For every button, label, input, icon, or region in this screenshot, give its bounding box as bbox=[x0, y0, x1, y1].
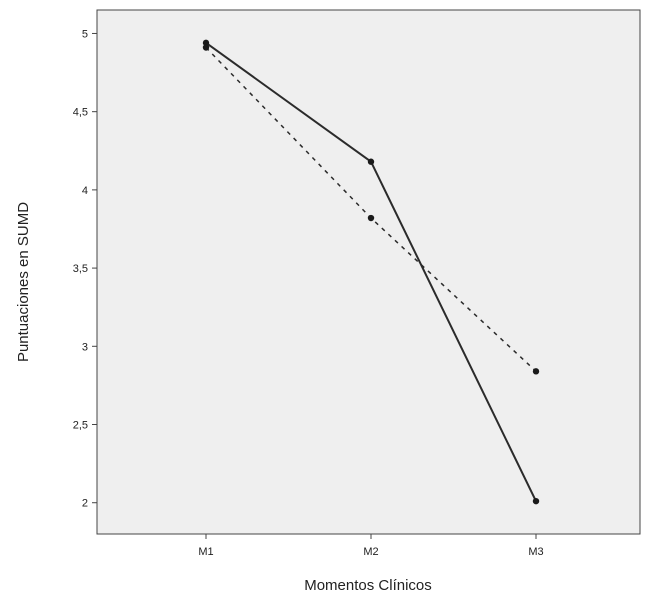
y-tick-label: 4 bbox=[82, 185, 88, 197]
data-point bbox=[532, 497, 540, 505]
y-axis: 2 2,5 3 3,5 4 4,5 5 bbox=[73, 10, 98, 534]
x-axis-title: Momentos Clínicos bbox=[304, 577, 432, 594]
y-tick-label: 2 bbox=[82, 498, 88, 510]
y-tick-label: 5 bbox=[82, 28, 88, 40]
data-point bbox=[202, 44, 210, 51]
data-point bbox=[367, 158, 375, 165]
y-tick-label: 3,5 bbox=[73, 263, 88, 275]
y-tick-label: 3 bbox=[82, 341, 88, 353]
y-axis-title: Puntuaciones en SUMD bbox=[15, 202, 32, 362]
y-tick-label: 2,5 bbox=[73, 420, 88, 432]
x-axis: M1 M2 M3 bbox=[97, 533, 640, 558]
x-tick-label: M3 bbox=[528, 546, 543, 558]
plot-area bbox=[96, 9, 641, 535]
data-point bbox=[532, 368, 540, 375]
y-tick-label: 4,5 bbox=[73, 107, 88, 119]
data-point bbox=[367, 214, 375, 222]
series-layer bbox=[202, 39, 540, 505]
x-tick-label: M2 bbox=[363, 546, 378, 558]
x-tick-label: M1 bbox=[198, 546, 213, 558]
data-point bbox=[202, 39, 210, 47]
